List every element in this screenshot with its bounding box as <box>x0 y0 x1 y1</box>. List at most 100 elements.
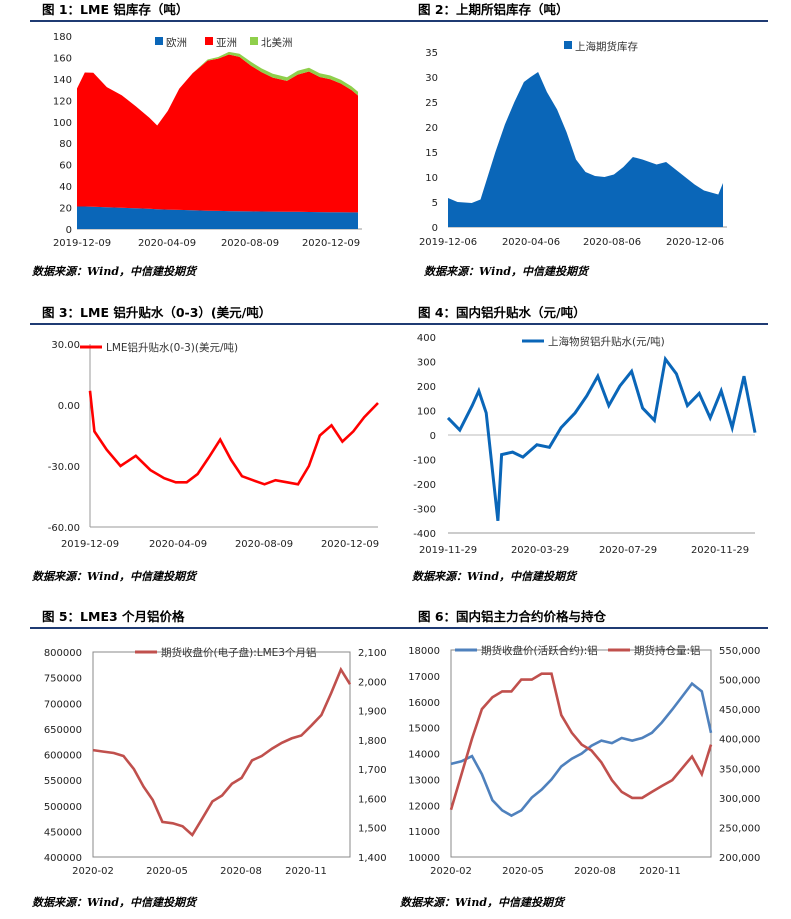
c6-plot-frame <box>450 649 712 858</box>
c6-ytick: 11000 <box>408 827 440 838</box>
c3-ytick: 0.00 <box>58 401 80 412</box>
c3-ytick: 30.00 <box>51 340 80 351</box>
c2-ytick: 0 <box>432 223 438 234</box>
caption-fig2: 图 2：上期所铝库存（吨） <box>418 2 569 17</box>
c5-ytick: 800000 <box>44 648 82 659</box>
c5-y2tick: 2,000 <box>358 677 387 688</box>
c2-ytick: 15 <box>425 148 438 159</box>
c2-ytick: 5 <box>432 198 438 209</box>
c4-ytick: -300 <box>413 505 436 516</box>
c5-ytick: 750000 <box>44 674 82 685</box>
c1-legend-swatch <box>250 37 258 45</box>
c6-y2tick: 350,000 <box>719 764 760 775</box>
c1-ytick: 100 <box>53 118 72 129</box>
c5-y2tick: 1,600 <box>358 794 387 805</box>
c2-xtick: 2020-12-06 <box>666 237 724 248</box>
c6-ytick: 17000 <box>408 672 440 683</box>
c4-legend-label: 上海物贸铝升贴水(元/吨) <box>548 335 665 348</box>
c2-legend-label: 上海期货库存 <box>575 40 638 53</box>
c4-ytick: -200 <box>413 480 436 491</box>
c6-ytick: 15000 <box>408 724 440 735</box>
c5-ytick: 400000 <box>44 853 82 864</box>
c6-y2tick: 200,000 <box>719 853 760 864</box>
c6-y2tick: 250,000 <box>719 823 760 834</box>
c1-xtick: 2020-08-09 <box>221 238 279 249</box>
c6-ytick: 16000 <box>408 698 440 709</box>
c1-legend-swatch <box>205 37 213 45</box>
c6-ytick: 10000 <box>408 853 440 864</box>
rule-row3 <box>30 627 768 629</box>
source-fig6: 数据来源：Wind，中信建投期货 <box>400 896 565 909</box>
c6-ytick: 13000 <box>408 775 440 786</box>
c2-ytick: 35 <box>425 48 438 59</box>
c3-xtick: 2019-12-09 <box>61 539 119 550</box>
c4-ytick: 200 <box>417 382 436 393</box>
c6-ytick: 14000 <box>408 750 440 761</box>
c6-line-open-interest <box>449 672 713 811</box>
c1-area-europe <box>77 206 358 229</box>
c1-legend-label: 亚洲 <box>216 37 237 49</box>
c3-ytick: -30.00 <box>48 462 80 473</box>
c5-ytick: 600000 <box>44 751 82 762</box>
c3-xtick: 2020-04-09 <box>149 539 207 550</box>
c1-ytick: 160 <box>53 53 72 64</box>
c6-xtick: 2020-05 <box>502 866 544 877</box>
c2-area-shfe-stock <box>448 72 723 227</box>
c5-y2tick: 1,900 <box>358 707 387 718</box>
c6-xtick: 2020-02 <box>430 866 472 877</box>
c5-xtick: 2020-11 <box>285 866 327 877</box>
c1-ytick: 180 <box>53 32 72 43</box>
c4-xtick: 2020-07-29 <box>599 545 657 556</box>
caption-fig4: 图 4：国内铝升贴水（元/吨） <box>418 305 586 320</box>
rule-row2 <box>30 323 768 325</box>
c1-xtick: 2020-12-09 <box>302 238 360 249</box>
caption-fig5: 图 5：LME3 个月铝价格 <box>42 609 185 624</box>
c5-y2tick: 2,100 <box>358 648 387 659</box>
c2-xtick: 2020-04-06 <box>502 237 560 248</box>
top-rule <box>30 20 768 22</box>
c1-ytick: 140 <box>53 75 72 86</box>
source-fig2: 数据来源：Wind，中信建投期货 <box>424 265 589 278</box>
c6-xtick: 2020-11 <box>639 866 681 877</box>
c5-ytick: 450000 <box>44 827 82 838</box>
c3-ytick: -60.00 <box>48 523 80 534</box>
c2-ytick: 25 <box>425 98 438 109</box>
c4-xtick: 2020-03-29 <box>511 545 569 556</box>
c2-legend-swatch <box>564 41 572 49</box>
c4-xtick: 2019-11-29 <box>419 545 477 556</box>
c1-area-asia <box>77 54 358 213</box>
c6-ytick: 12000 <box>408 801 440 812</box>
caption-fig3: 图 3：LME 铝升贴水（0-3）(美元/吨） <box>42 305 272 320</box>
c5-y2tick: 1,700 <box>358 765 387 776</box>
c6-y2tick: 300,000 <box>719 794 760 805</box>
c1-ytick: 80 <box>59 139 72 150</box>
c1-xtick: 2019-12-09 <box>53 238 111 249</box>
c6-y2tick: 400,000 <box>719 735 760 746</box>
c4-ytick: 100 <box>417 407 436 418</box>
c3-xtick: 2020-08-09 <box>235 539 293 550</box>
c5-y2tick: 1,500 <box>358 824 387 835</box>
c5-xtick: 2020-05 <box>146 866 188 877</box>
c5-y2tick: 1,400 <box>358 853 387 864</box>
c2-xtick: 2019-12-06 <box>419 237 477 248</box>
c6-y2tick: 500,000 <box>719 676 760 687</box>
c6-y2tick: 450,000 <box>719 705 760 716</box>
c5-legend-label: 期货收盘价(电子盘):LME3个月铝 <box>161 646 316 659</box>
c6-legend-label: 期货收盘价(活跃合约):铝 <box>481 644 598 657</box>
c3-legend-label: LME铝升贴水(0-3)(美元/吨) <box>106 341 238 354</box>
c2-xtick: 2020-08-06 <box>583 237 641 248</box>
c1-legend-swatch <box>155 37 163 45</box>
source-fig5: 数据来源：Wind，中信建投期货 <box>32 896 197 909</box>
c5-ytick: 700000 <box>44 699 82 710</box>
c1-legend-label: 欧洲 <box>166 37 187 49</box>
c4-xtick: 2020-11-29 <box>691 545 749 556</box>
c2-ytick: 20 <box>425 123 438 134</box>
caption-fig6: 图 6：国内铝主力合约价格与持仓 <box>418 609 607 624</box>
c1-ytick: 40 <box>59 182 72 193</box>
c5-ytick: 650000 <box>44 725 82 736</box>
c3-xtick: 2020-12-09 <box>321 539 379 550</box>
c4-ytick: -400 <box>413 529 436 540</box>
c5-xtick: 2020-02 <box>72 866 114 877</box>
c6-ytick: 18000 <box>408 646 440 657</box>
c1-legend-label: 北美洲 <box>261 36 293 49</box>
